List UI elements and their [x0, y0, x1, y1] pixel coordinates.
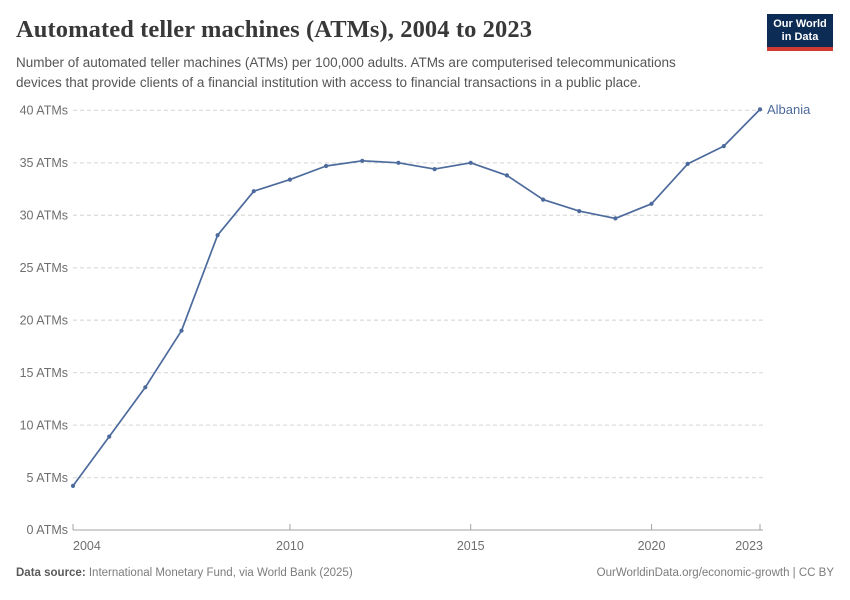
- y-axis-label: 20 ATMs: [20, 313, 68, 327]
- y-axis-label: 10 ATMs: [20, 418, 68, 432]
- subtitle-line-1: Number of automated teller machines (ATM…: [16, 55, 676, 70]
- data-point[interactable]: [107, 434, 112, 439]
- page-subtitle: Number of automated teller machines (ATM…: [16, 53, 756, 93]
- page-title: Automated teller machines (ATMs), 2004 t…: [16, 16, 533, 43]
- x-axis-label: 2023: [735, 539, 763, 553]
- data-point[interactable]: [287, 177, 292, 182]
- data-point[interactable]: [143, 385, 148, 390]
- owid-logo-line-1: Our World: [773, 18, 827, 30]
- data-point[interactable]: [215, 233, 220, 238]
- y-axis-label: 5 ATMs: [27, 471, 68, 485]
- series-end-label: Albania: [767, 102, 811, 117]
- owid-logo-line-2: in Data: [781, 30, 819, 43]
- subtitle-line-2: devices that provide clients of a financ…: [16, 75, 642, 90]
- data-point[interactable]: [721, 144, 726, 149]
- y-axis-label: 0 ATMs: [27, 523, 68, 537]
- data-point[interactable]: [360, 158, 365, 163]
- x-axis-label: 2015: [457, 539, 485, 553]
- owid-logo-text: Our World in Data: [767, 14, 833, 47]
- chart-footer: Data source: International Monetary Fund…: [16, 567, 834, 579]
- data-point[interactable]: [396, 160, 401, 165]
- data-point[interactable]: [468, 160, 473, 165]
- y-axis-label: 30 ATMs: [20, 209, 68, 223]
- x-axis-label: 2010: [276, 539, 304, 553]
- data-point[interactable]: [70, 483, 76, 488]
- x-axis-label: 2004: [73, 539, 101, 553]
- data-point[interactable]: [251, 189, 256, 194]
- data-point[interactable]: [649, 201, 654, 206]
- x-axis-label: 2020: [638, 539, 666, 553]
- y-axis-label: 35 ATMs: [20, 156, 68, 170]
- data-point[interactable]: [504, 173, 509, 178]
- data-point[interactable]: [179, 328, 184, 333]
- data-point[interactable]: [324, 163, 329, 169]
- data-source-note: Data source: International Monetary Fund…: [16, 567, 353, 579]
- owid-url-license-link[interactable]: OurWorldinData.org/economic-growth | CC …: [596, 567, 834, 579]
- y-axis-label: 25 ATMs: [20, 261, 68, 275]
- data-source-text: International Monetary Fund, via World B…: [85, 567, 353, 579]
- data-point[interactable]: [757, 107, 763, 112]
- data-point[interactable]: [541, 197, 546, 202]
- chart-header: Automated teller machines (ATMs), 2004 t…: [16, 16, 756, 93]
- series-line[interactable]: [72, 108, 761, 487]
- owid-logo[interactable]: Our World in Data: [767, 14, 833, 51]
- data-point[interactable]: [432, 167, 437, 172]
- y-axis-label: 15 ATMs: [20, 366, 68, 380]
- data-point[interactable]: [613, 216, 618, 221]
- y-axis-label: 40 ATMs: [20, 104, 68, 118]
- owid-logo-red-bar: [767, 47, 833, 51]
- data-point[interactable]: [685, 161, 690, 166]
- data-point[interactable]: [577, 209, 582, 214]
- data-source-label: Data source:: [16, 567, 86, 579]
